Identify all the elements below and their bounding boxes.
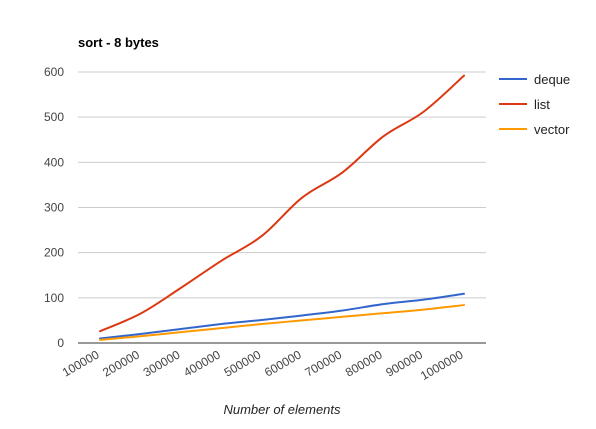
y-tick-label: 500: [44, 110, 64, 124]
axes: 0 100 200 300 400 500 600 100000200000300000400…: [44, 65, 486, 383]
legend-label: vector: [534, 122, 570, 137]
legend-item-vector[interactable]: vector: [499, 122, 570, 137]
data-point-list[interactable]: [97, 328, 103, 334]
x-tick-label: 300000: [141, 347, 183, 379]
y-tick-label: 400: [44, 155, 64, 169]
x-tick-label: 200000: [100, 347, 142, 379]
x-tick-label: 600000: [262, 347, 304, 379]
x-tick-label: 900000: [383, 347, 425, 379]
data-point-vector[interactable]: [97, 337, 103, 343]
y-tick-label: 0: [57, 336, 64, 350]
y-tick-label: 200: [44, 246, 64, 260]
legend-label: deque: [534, 72, 570, 87]
data-point-vector[interactable]: [218, 325, 224, 331]
data-point-list[interactable]: [461, 73, 467, 79]
data-point-vector[interactable]: [299, 317, 305, 323]
legend[interactable]: deque list vector: [499, 72, 570, 137]
series-lines: [97, 73, 467, 343]
data-point-vector[interactable]: [178, 329, 184, 335]
data-point-deque[interactable]: [421, 297, 427, 303]
data-point-deque[interactable]: [380, 301, 386, 307]
chart-title: sort - 8 bytes: [78, 35, 159, 50]
data-point-list[interactable]: [421, 109, 427, 115]
y-tick-label: 300: [44, 201, 64, 215]
x-tick-label: 100000: [60, 347, 102, 379]
data-point-list[interactable]: [259, 233, 265, 239]
legend-item-list[interactable]: list: [499, 97, 550, 112]
data-point-vector[interactable]: [461, 302, 467, 308]
data-point-deque[interactable]: [340, 307, 346, 313]
x-tick-label: 800000: [343, 347, 385, 379]
data-point-vector[interactable]: [137, 333, 143, 339]
data-point-vector[interactable]: [340, 314, 346, 320]
data-point-vector[interactable]: [421, 307, 427, 313]
data-point-list[interactable]: [380, 134, 386, 140]
data-point-list[interactable]: [299, 195, 305, 201]
x-tick-label: 400000: [181, 347, 223, 379]
data-point-list[interactable]: [340, 169, 346, 175]
series-line-deque[interactable]: [99, 292, 465, 340]
y-tick-label: 600: [44, 65, 64, 79]
y-tick-label: 100: [44, 291, 64, 305]
data-point-list[interactable]: [218, 258, 224, 264]
series-line-vector[interactable]: [99, 304, 465, 341]
data-point-vector[interactable]: [380, 310, 386, 316]
data-point-list[interactable]: [178, 285, 184, 291]
x-axis-title: Number of elements: [223, 402, 341, 417]
x-tick-label: 1000000: [418, 347, 466, 383]
data-point-deque[interactable]: [461, 291, 467, 297]
legend-label: list: [534, 97, 550, 112]
data-point-list[interactable]: [137, 311, 143, 317]
legend-item-deque[interactable]: deque: [499, 72, 570, 87]
x-tick-label: 500000: [222, 347, 264, 379]
data-point-vector[interactable]: [259, 321, 265, 327]
gridlines: [78, 71, 486, 299]
series-line-list[interactable]: [99, 74, 465, 333]
x-tick-label: 700000: [302, 347, 344, 379]
